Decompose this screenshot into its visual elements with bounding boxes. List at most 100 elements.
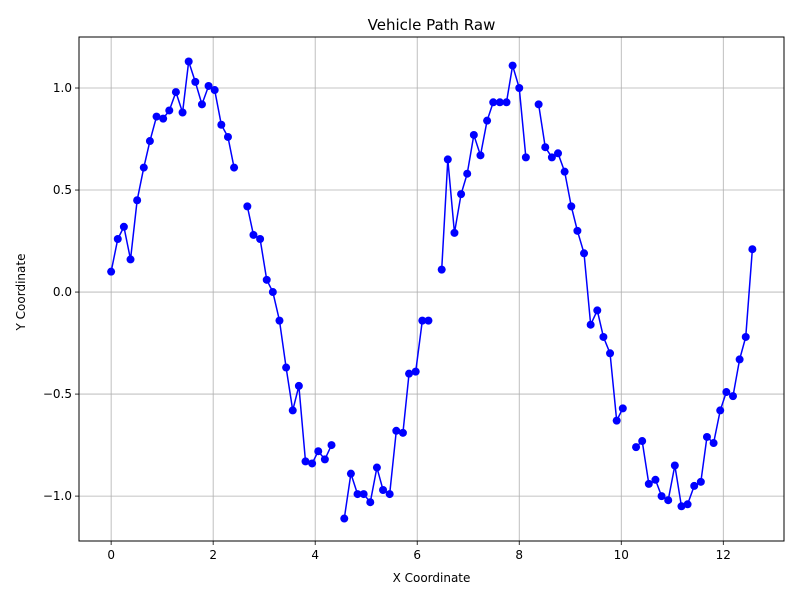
data-point xyxy=(133,196,142,205)
y-axis-label: Y Coordinate xyxy=(14,254,28,332)
y-tick-label: 1.0 xyxy=(53,81,72,95)
y-tick-label: −1.0 xyxy=(43,489,72,503)
data-point xyxy=(664,496,673,505)
data-point xyxy=(308,459,317,468)
data-point xyxy=(424,316,433,325)
x-tick-label: 12 xyxy=(716,548,731,562)
data-point xyxy=(683,500,692,509)
data-point xyxy=(586,320,595,329)
data-point xyxy=(690,481,699,490)
data-point xyxy=(223,132,232,141)
chart-title: Vehicle Path Raw xyxy=(368,16,496,34)
data-point xyxy=(294,381,303,390)
data-point xyxy=(567,202,576,211)
data-point xyxy=(262,275,271,284)
data-point xyxy=(651,475,660,484)
data-point xyxy=(728,392,737,401)
data-point xyxy=(457,190,466,199)
data-point xyxy=(618,404,627,413)
data-point xyxy=(437,265,446,274)
data-point xyxy=(716,406,725,415)
data-point xyxy=(573,226,582,235)
data-point xyxy=(340,514,349,523)
data-point xyxy=(696,477,705,486)
data-point xyxy=(411,367,420,376)
data-point xyxy=(249,230,258,239)
data-point xyxy=(638,437,647,446)
data-point xyxy=(327,441,336,450)
x-tick-label: 0 xyxy=(107,548,115,562)
data-point xyxy=(670,461,679,470)
data-point xyxy=(554,149,563,158)
data-point xyxy=(178,108,187,117)
data-point xyxy=(288,406,297,415)
data-point xyxy=(353,490,362,499)
data-point xyxy=(612,416,621,425)
data-point xyxy=(515,84,524,93)
data-point xyxy=(145,137,154,146)
data-point xyxy=(171,88,180,97)
series-line-segment xyxy=(440,65,527,270)
data-point xyxy=(126,255,135,264)
y-tick-label: 0.5 xyxy=(53,183,72,197)
data-point xyxy=(359,490,368,499)
data-point xyxy=(702,432,711,441)
data-point xyxy=(405,369,414,378)
data-point xyxy=(301,457,310,466)
data-point xyxy=(593,306,602,315)
data-point xyxy=(534,100,543,109)
data-point xyxy=(165,106,174,115)
data-point xyxy=(741,332,750,341)
data-point xyxy=(320,455,329,464)
data-point xyxy=(748,245,757,254)
data-point xyxy=(560,167,569,176)
grid-lines xyxy=(79,37,784,541)
data-point xyxy=(107,267,116,276)
data-point xyxy=(159,114,168,123)
data-point xyxy=(282,363,291,372)
data-point xyxy=(599,332,608,341)
y-tick-label: −0.5 xyxy=(43,387,72,401)
data-point xyxy=(139,163,148,172)
data-point xyxy=(256,235,265,244)
data-point xyxy=(476,151,485,160)
data-series xyxy=(107,57,757,523)
data-point xyxy=(314,447,323,456)
data-point xyxy=(191,77,200,86)
x-tick-label: 2 xyxy=(209,548,217,562)
data-point xyxy=(495,98,504,107)
data-point xyxy=(508,61,517,70)
data-point xyxy=(197,100,206,109)
data-point xyxy=(398,428,407,437)
data-point xyxy=(450,228,459,237)
y-tick-label: 0.0 xyxy=(53,285,72,299)
data-point xyxy=(580,249,589,258)
data-point xyxy=(463,169,472,178)
data-point xyxy=(275,316,284,325)
data-point xyxy=(184,57,193,66)
data-point xyxy=(119,222,128,231)
x-axis-label: X Coordinate xyxy=(393,571,471,585)
data-point xyxy=(418,316,427,325)
data-point xyxy=(722,388,731,397)
data-point xyxy=(346,469,355,478)
data-point xyxy=(469,130,478,139)
axis-ticks: 0 2 4 6 8 10 12 −1.0 −0.5 0.0 0.5 1.0 xyxy=(43,81,731,562)
x-tick-label: 4 xyxy=(311,548,319,562)
data-point xyxy=(547,153,556,162)
data-point xyxy=(230,163,239,172)
data-point xyxy=(210,86,219,95)
data-point xyxy=(392,426,401,435)
data-point xyxy=(709,439,718,448)
data-point xyxy=(243,202,252,211)
data-point xyxy=(677,502,686,511)
data-point xyxy=(372,463,381,472)
data-point xyxy=(379,485,388,494)
data-point xyxy=(483,116,492,125)
data-point xyxy=(268,288,277,297)
data-point xyxy=(632,443,641,452)
x-tick-label: 8 xyxy=(515,548,523,562)
x-tick-label: 10 xyxy=(614,548,629,562)
data-point xyxy=(217,120,226,129)
